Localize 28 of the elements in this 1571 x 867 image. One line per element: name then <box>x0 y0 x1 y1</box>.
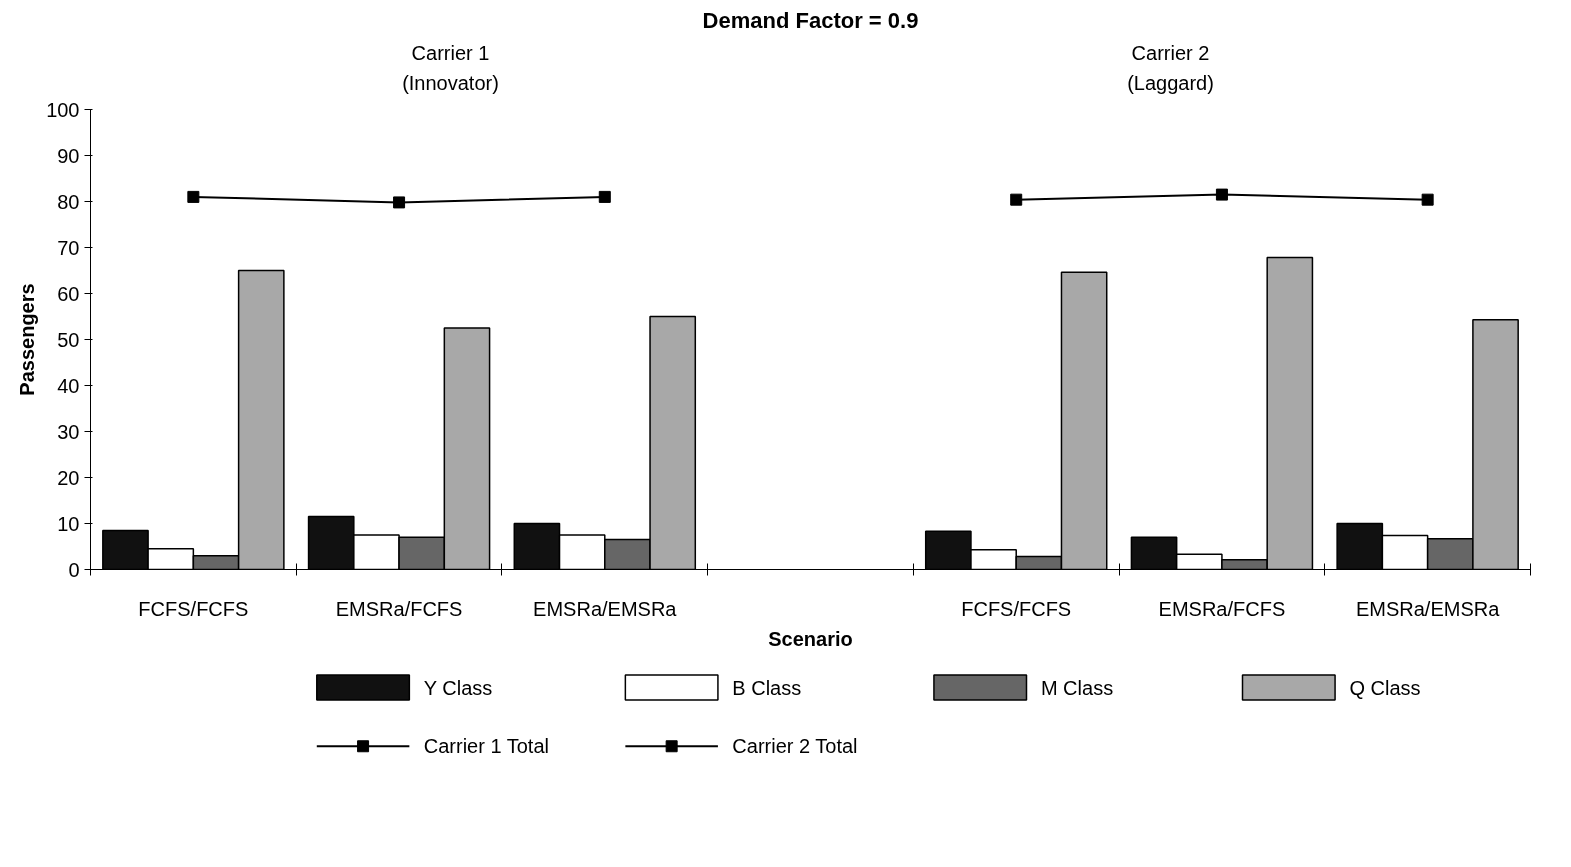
x-tick-label: EMSRa/EMSRa <box>1355 597 1501 620</box>
y-tick-label: 30 <box>57 420 80 443</box>
legend-label: Y Class <box>423 676 493 699</box>
x-tick-label: FCFS/FCFS <box>961 597 1072 620</box>
y-tick-label: 80 <box>57 190 80 213</box>
y-tick-label: 90 <box>57 144 80 167</box>
legend-label: Carrier 1 Total <box>423 735 549 758</box>
y-tick-label: 60 <box>57 282 80 305</box>
y-tick-label: 70 <box>57 236 80 259</box>
y-tick-label: 100 <box>46 98 80 121</box>
text: Carrier 1 (Innovator) <box>402 41 499 94</box>
chart-title: Demand Factor = 0.9 <box>702 7 919 33</box>
y-axis-title: Passengers <box>16 283 39 396</box>
y-tick-label: 50 <box>57 328 80 351</box>
x-tick-label: EMSRa/FCFS <box>1158 597 1286 620</box>
text: Carrier 2 (Laggard) <box>1127 41 1214 94</box>
y-tick-label: 40 <box>57 374 80 397</box>
y-tick-label: 20 <box>57 466 80 489</box>
y-tick-label: 10 <box>57 512 80 535</box>
legend-label: M Class <box>1040 676 1114 699</box>
x-axis-title: Scenario <box>768 627 853 650</box>
x-tick-label: EMSRa/EMSRa <box>533 597 678 620</box>
legend-label: Carrier 2 Total <box>732 735 858 758</box>
legend-label: Q Class <box>1349 676 1421 699</box>
x-tick-label: FCFS/FCFS <box>138 597 249 620</box>
x-tick-label: EMSRa/FCFS <box>335 597 463 620</box>
y-tick-label: 0 <box>68 558 80 581</box>
legend-label: B Class <box>732 676 802 699</box>
